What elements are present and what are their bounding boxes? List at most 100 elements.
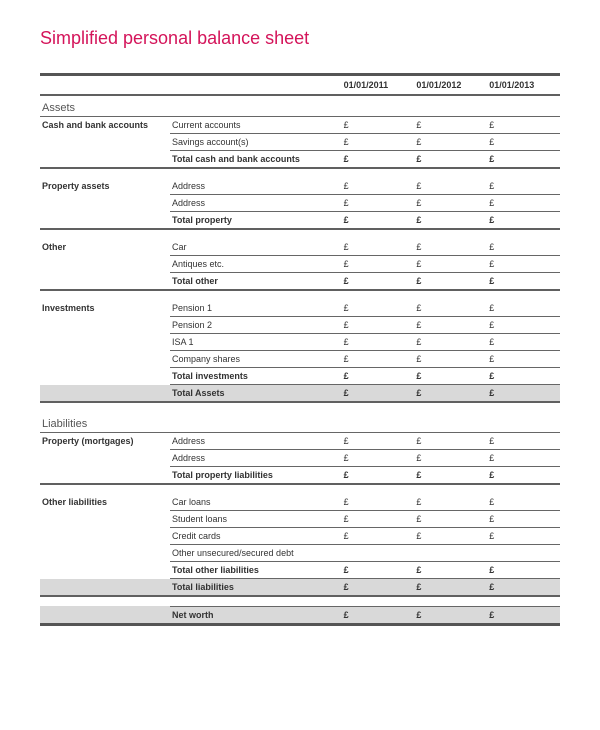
value-cell: £ (487, 212, 560, 230)
page-title: Simplified personal balance sheet (40, 28, 560, 49)
value-cell: £ (487, 117, 560, 134)
value-cell: £ (414, 117, 487, 134)
row-label: Other unsecured/secured debt (170, 545, 342, 562)
value-cell: £ (487, 195, 560, 212)
category-label: Property (mortgages) (40, 433, 170, 450)
row-label: Total Assets (170, 385, 342, 403)
row-label: Car (170, 239, 342, 256)
value-cell: £ (487, 300, 560, 317)
row-label: Total liabilities (170, 579, 342, 597)
row-label: Student loans (170, 511, 342, 528)
row-label: Savings account(s) (170, 134, 342, 151)
value-cell: £ (414, 368, 487, 385)
row-label: Pension 2 (170, 317, 342, 334)
value-cell: £ (487, 151, 560, 169)
value-cell: £ (414, 256, 487, 273)
value-cell: £ (487, 433, 560, 450)
value-cell: £ (487, 494, 560, 511)
value-cell: £ (487, 334, 560, 351)
value-cell: £ (414, 579, 487, 597)
value-cell: £ (414, 334, 487, 351)
row-label: Address (170, 195, 342, 212)
row-label: Total cash and bank accounts (170, 151, 342, 169)
row-label: Pension 1 (170, 300, 342, 317)
row-label: Address (170, 178, 342, 195)
value-cell: £ (487, 511, 560, 528)
value-cell: £ (414, 212, 487, 230)
value-cell: £ (342, 467, 415, 485)
row-label: Company shares (170, 351, 342, 368)
value-cell: £ (487, 528, 560, 545)
row-label: Current accounts (170, 117, 342, 134)
row-label: Total property liabilities (170, 467, 342, 485)
value-cell: £ (487, 317, 560, 334)
category-label: Property assets (40, 178, 170, 195)
value-cell: £ (342, 334, 415, 351)
value-cell: £ (342, 511, 415, 528)
value-cell: £ (414, 450, 487, 467)
value-cell: £ (487, 467, 560, 485)
value-cell: £ (414, 562, 487, 579)
column-header: 01/01/2013 (487, 75, 560, 96)
row-label: Car loans (170, 494, 342, 511)
value-cell: £ (487, 579, 560, 597)
row-label: ISA 1 (170, 334, 342, 351)
value-cell: £ (342, 300, 415, 317)
value-cell: £ (414, 151, 487, 169)
section-heading: Assets (40, 95, 560, 117)
value-cell: £ (487, 385, 560, 403)
value-cell: £ (342, 273, 415, 291)
row-label: Total other liabilities (170, 562, 342, 579)
category-label: Investments (40, 300, 170, 317)
row-label: Antiques etc. (170, 256, 342, 273)
value-cell: £ (342, 450, 415, 467)
category-label: Other (40, 239, 170, 256)
value-cell: £ (342, 433, 415, 450)
section-heading: Liabilities (40, 412, 560, 433)
value-cell: £ (414, 300, 487, 317)
category-label: Other liabilities (40, 494, 170, 511)
value-cell (487, 545, 560, 562)
value-cell: £ (342, 134, 415, 151)
value-cell: £ (487, 562, 560, 579)
value-cell: £ (342, 212, 415, 230)
value-cell: £ (414, 273, 487, 291)
row-label: Net worth (170, 606, 342, 624)
value-cell: £ (342, 385, 415, 403)
balance-sheet-table: 01/01/201101/01/201201/01/2013AssetsCash… (40, 73, 560, 626)
row-label: Total other (170, 273, 342, 291)
value-cell: £ (342, 606, 415, 624)
value-cell: £ (414, 606, 487, 624)
value-cell: £ (342, 117, 415, 134)
value-cell: £ (414, 511, 487, 528)
row-label: Total property (170, 212, 342, 230)
value-cell: £ (414, 195, 487, 212)
value-cell: £ (414, 433, 487, 450)
value-cell: £ (414, 239, 487, 256)
row-label: Address (170, 433, 342, 450)
value-cell: £ (342, 351, 415, 368)
value-cell: £ (342, 151, 415, 169)
value-cell (342, 545, 415, 562)
value-cell: £ (342, 579, 415, 597)
row-label: Total investments (170, 368, 342, 385)
value-cell: £ (414, 317, 487, 334)
value-cell: £ (342, 528, 415, 545)
column-header: 01/01/2011 (342, 75, 415, 96)
value-cell: £ (414, 385, 487, 403)
value-cell: £ (342, 562, 415, 579)
value-cell: £ (414, 467, 487, 485)
value-cell: £ (342, 178, 415, 195)
value-cell: £ (487, 273, 560, 291)
category-label: Cash and bank accounts (40, 117, 170, 134)
value-cell: £ (487, 351, 560, 368)
value-cell: £ (414, 178, 487, 195)
value-cell: £ (414, 351, 487, 368)
row-label: Address (170, 450, 342, 467)
value-cell: £ (487, 239, 560, 256)
value-cell: £ (487, 256, 560, 273)
value-cell: £ (414, 528, 487, 545)
value-cell: £ (342, 256, 415, 273)
row-label: Credit cards (170, 528, 342, 545)
value-cell (414, 545, 487, 562)
